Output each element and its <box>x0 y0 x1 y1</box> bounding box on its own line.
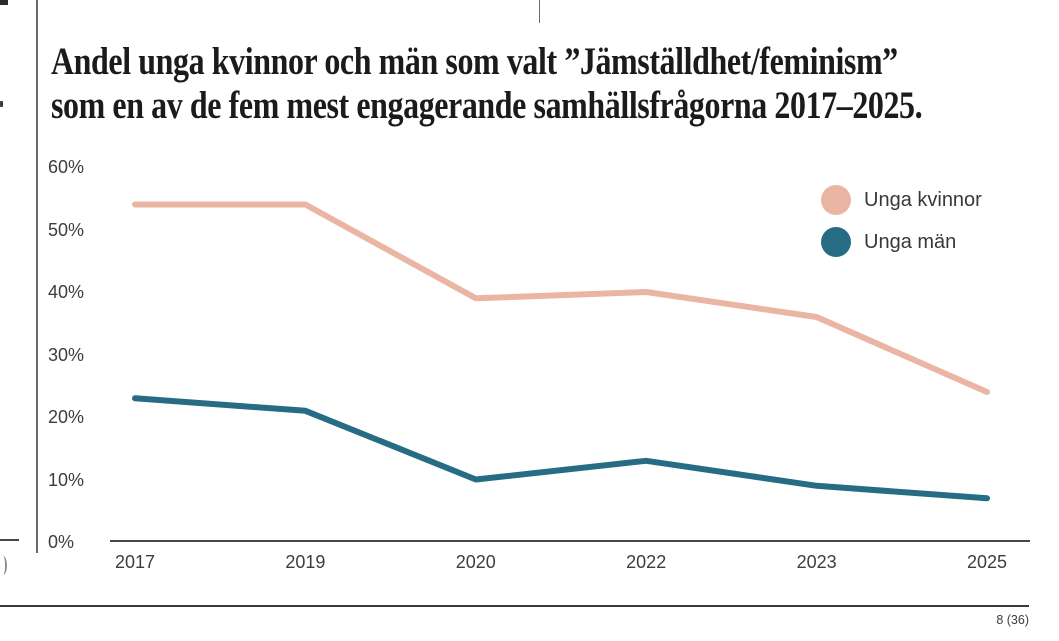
chart-legend: Unga kvinnor Unga män <box>821 185 982 257</box>
y-tick-label: 50% <box>48 219 85 240</box>
series-line-unga-män <box>132 395 990 502</box>
x-tick-label: 2019 <box>285 552 326 572</box>
page-number: 8 (36) <box>996 613 1029 627</box>
chart-title-line-1: Andel unga kvinnor och män som valt ”Jäm… <box>51 40 898 83</box>
y-tick-label: 10% <box>48 469 85 490</box>
y-tick-label: 30% <box>48 344 85 365</box>
chart-title-line-2: som en av de fem mest engagerande samhäl… <box>51 84 923 127</box>
clipped-axis-stub <box>0 539 19 541</box>
clipped-glyph <box>0 556 7 575</box>
x-tick-label: 2025 <box>966 552 1008 572</box>
y-tick-label: 60% <box>48 157 85 177</box>
clipped-content-corner <box>0 0 8 5</box>
x-tick-label: 2017 <box>114 552 156 572</box>
footer-rule <box>0 605 1029 607</box>
chart-title: Andel unga kvinnor och män som valt ”Jäm… <box>51 40 923 128</box>
legend-item: Unga kvinnor <box>821 185 982 215</box>
x-tick-label: 2023 <box>796 552 837 572</box>
x-tick-label: 2020 <box>455 552 496 572</box>
vertical-divider-line <box>36 0 38 553</box>
top-divider-line <box>539 0 540 23</box>
legend-label: Unga kvinnor <box>864 188 982 211</box>
legend-color-dot <box>821 185 851 215</box>
y-tick-label: 20% <box>48 407 85 427</box>
legend-color-dot <box>821 227 851 257</box>
y-tick-label: 40% <box>48 282 85 302</box>
x-axis-line <box>110 540 1030 542</box>
legend-label: Unga män <box>864 230 957 253</box>
x-tick-label: 2022 <box>626 552 667 572</box>
legend-item: Unga män <box>821 227 982 257</box>
y-tick-label: 0% <box>48 532 75 552</box>
clipped-text-dot <box>0 101 3 107</box>
